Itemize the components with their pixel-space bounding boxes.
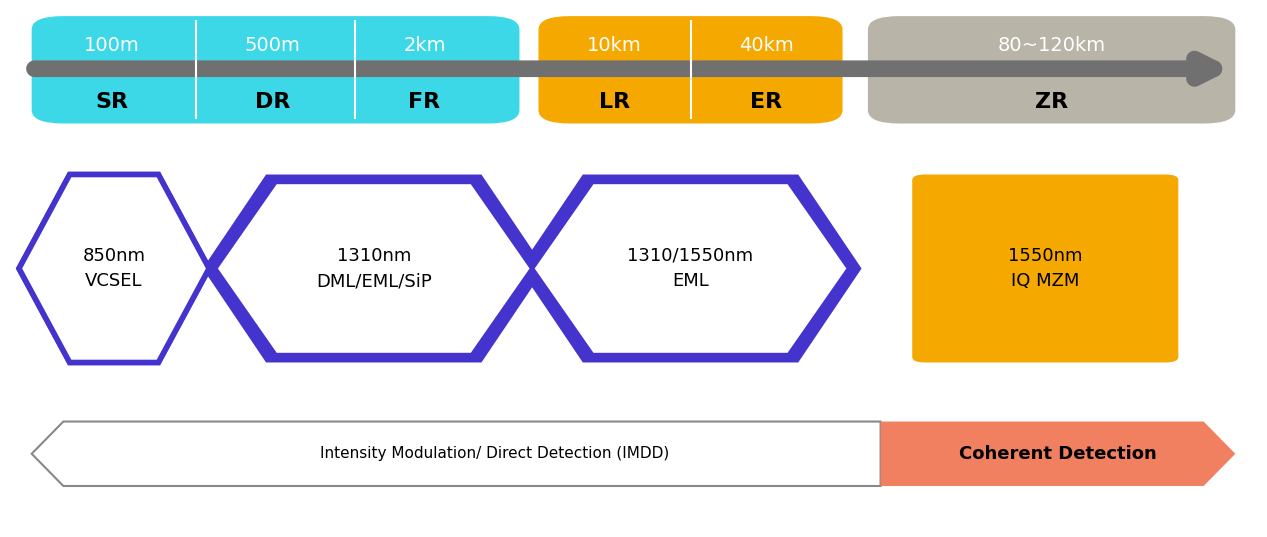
Text: 1310nm
DML/EML/SiP: 1310nm DML/EML/SiP (315, 247, 432, 290)
FancyBboxPatch shape (538, 16, 843, 124)
Polygon shape (203, 175, 545, 362)
Text: 40km: 40km (739, 35, 794, 55)
Text: 1310/1550nm
EML: 1310/1550nm EML (627, 247, 754, 290)
Polygon shape (881, 422, 1235, 486)
Text: FR: FR (408, 92, 441, 112)
FancyBboxPatch shape (32, 16, 519, 124)
Text: ZR: ZR (1035, 92, 1068, 112)
Text: 10km: 10km (587, 35, 642, 55)
FancyBboxPatch shape (868, 16, 1235, 124)
Text: 100m: 100m (84, 35, 139, 55)
Text: 80~120km: 80~120km (997, 35, 1106, 55)
Polygon shape (218, 184, 530, 353)
Text: 2km: 2km (403, 35, 446, 55)
Text: 500m: 500m (245, 35, 300, 55)
FancyBboxPatch shape (912, 175, 1178, 362)
Polygon shape (519, 175, 862, 362)
Text: Coherent Detection: Coherent Detection (959, 445, 1157, 463)
Polygon shape (19, 175, 209, 362)
Text: DR: DR (255, 92, 290, 112)
Text: SR: SR (95, 92, 128, 112)
Polygon shape (19, 175, 209, 362)
Text: Intensity Modulation/ Direct Detection (IMDD): Intensity Modulation/ Direct Detection (… (319, 446, 669, 461)
Text: LR: LR (599, 92, 630, 112)
Text: ER: ER (750, 92, 783, 112)
Text: 850nm
VCSEL: 850nm VCSEL (82, 247, 146, 290)
Polygon shape (535, 184, 846, 353)
Polygon shape (32, 422, 881, 486)
Text: 1550nm
IQ MZM: 1550nm IQ MZM (1009, 247, 1082, 290)
